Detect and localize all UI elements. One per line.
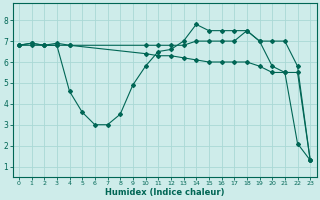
X-axis label: Humidex (Indice chaleur): Humidex (Indice chaleur): [105, 188, 224, 197]
